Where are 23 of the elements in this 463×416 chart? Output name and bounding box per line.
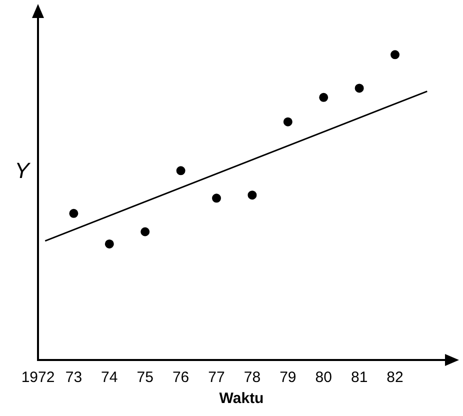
point xyxy=(69,208,78,218)
x-tick-label: 78 xyxy=(244,369,261,386)
x-tick-label: 81 xyxy=(350,369,368,386)
point xyxy=(104,239,114,248)
point xyxy=(319,92,328,102)
y-axis-title: Y xyxy=(14,158,31,184)
x-tick-label: 79 xyxy=(280,369,296,386)
x-tick-label: 74 xyxy=(101,369,118,386)
point xyxy=(354,84,364,93)
point xyxy=(176,166,186,176)
x-tick-label: 1972 xyxy=(21,369,55,386)
x-tick-label: 76 xyxy=(172,369,190,386)
x-axis-title: Waktu xyxy=(219,390,264,408)
x-tick-label: 73 xyxy=(65,369,82,386)
x-tick-label: 77 xyxy=(208,369,225,386)
point xyxy=(248,190,257,200)
x-tick-label: 82 xyxy=(386,369,404,386)
x-tick-label: 80 xyxy=(315,369,332,386)
point xyxy=(283,117,292,126)
point xyxy=(212,194,222,203)
x-tick-label: 75 xyxy=(136,369,154,386)
point xyxy=(390,50,400,60)
point xyxy=(140,227,150,236)
